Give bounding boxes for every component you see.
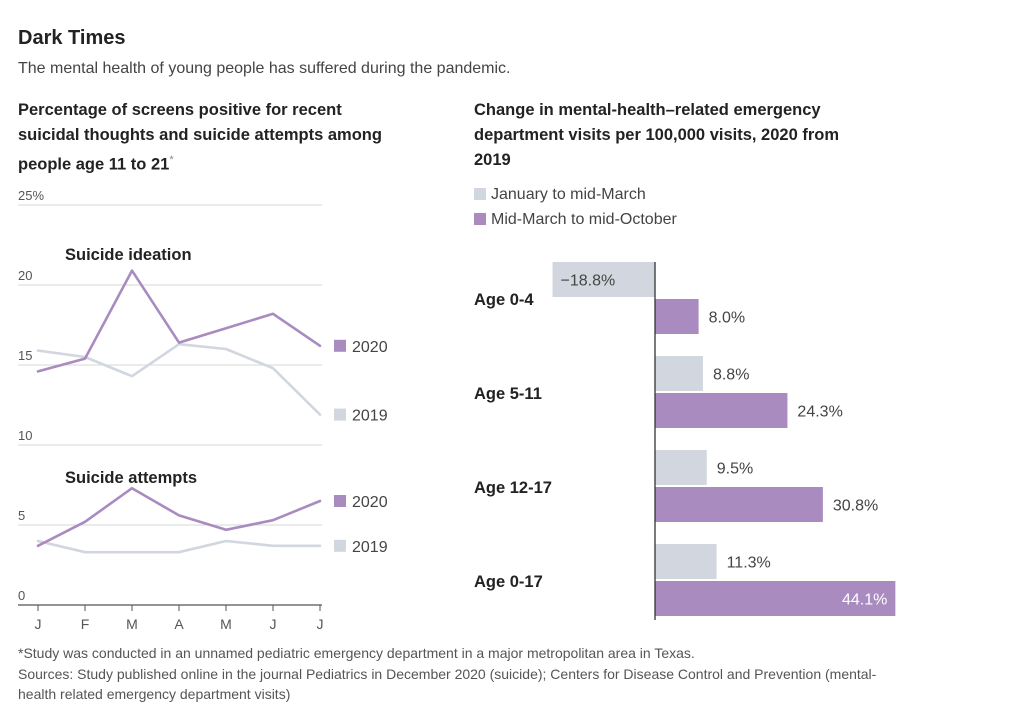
panel-label: Suicide attempts xyxy=(65,469,197,487)
y-tick-label: 0 xyxy=(18,588,25,603)
x-tick-label: F xyxy=(81,616,90,630)
y-tick-label: 25% xyxy=(18,190,44,203)
chart-subtitle: The mental health of young people has su… xyxy=(18,60,511,77)
series-swatch-2020 xyxy=(334,339,346,352)
bar-chart: Age 0-4 −18.8% 8.0% Age 5-11 8.8% 24.3% Age 12… xyxy=(474,262,896,620)
series-label: 2019 xyxy=(352,408,388,425)
series-label: 2019 xyxy=(352,539,388,556)
bar xyxy=(655,581,896,616)
x-tick-label: M xyxy=(220,616,232,630)
legend-label: January to mid-March xyxy=(491,186,646,203)
sources: Sources: Study published online in the j… xyxy=(18,666,877,702)
bar xyxy=(655,356,703,391)
series-label: 2020 xyxy=(352,339,388,356)
x-tick-label: J xyxy=(317,616,324,630)
data-label: 44.1% xyxy=(842,592,887,609)
right-chart-title: Change in mental-health–related emergenc… xyxy=(474,101,840,169)
category-label: Age 5-11 xyxy=(474,385,542,403)
bar xyxy=(655,393,788,428)
legend-label: Mid-March to mid-October xyxy=(491,211,677,228)
series-label: 2020 xyxy=(352,494,388,511)
data-label: 11.3% xyxy=(727,555,771,572)
data-label: 8.8% xyxy=(713,367,749,384)
x-tick-label: A xyxy=(174,616,184,630)
x-tick-label: M xyxy=(126,616,138,630)
legend-item-mid-march-oct: Mid-March to mid-October xyxy=(474,209,677,231)
series-line-2020 xyxy=(36,269,322,373)
y-tick-label: 5 xyxy=(18,508,25,523)
bar xyxy=(552,262,655,297)
data-label: −18.8% xyxy=(561,273,616,290)
series-line-2020 xyxy=(36,486,322,548)
series-swatch-2019 xyxy=(334,408,346,421)
data-label: 9.5% xyxy=(717,461,753,478)
bar xyxy=(655,299,699,334)
x-tick-label: J xyxy=(35,616,42,630)
series-line-2019 xyxy=(36,539,322,554)
chart-title: Dark Times xyxy=(18,27,126,49)
x-tick-label: J xyxy=(270,616,277,630)
bar xyxy=(655,487,823,522)
panel-label: Suicide ideation xyxy=(65,246,192,264)
legend-item-jan-mid-march: January to mid-March xyxy=(474,184,646,206)
footnote-mark: * xyxy=(169,154,174,166)
legend-swatch-gray xyxy=(474,188,486,200)
footnote: *Study was conducted in an unnamed pedia… xyxy=(18,645,695,661)
y-tick-label: 10 xyxy=(18,428,32,443)
y-tick-label: 15 xyxy=(18,348,32,363)
data-label: 24.3% xyxy=(797,404,842,421)
series-swatch-2019 xyxy=(334,539,346,552)
line-chart: 0 5 10 15 20 25% J F M A M J J Suicide ideation 2019 20… xyxy=(18,190,388,630)
bar xyxy=(655,544,717,579)
data-label: 30.8% xyxy=(833,498,878,515)
series-line-2019 xyxy=(36,342,322,416)
legend-swatch-purple xyxy=(474,213,486,225)
left-chart-title-text: Percentage of screens positive for recen… xyxy=(18,101,382,174)
series-swatch-2020 xyxy=(334,495,346,507)
bar xyxy=(655,450,707,485)
category-label: Age 0-17 xyxy=(474,573,543,591)
y-tick-label: 20 xyxy=(18,268,32,283)
left-chart-title: Percentage of screens positive for recen… xyxy=(18,98,398,178)
data-label: 8.0% xyxy=(709,310,745,327)
category-label: Age 12-17 xyxy=(474,479,552,497)
category-label: Age 0-4 xyxy=(474,291,534,309)
